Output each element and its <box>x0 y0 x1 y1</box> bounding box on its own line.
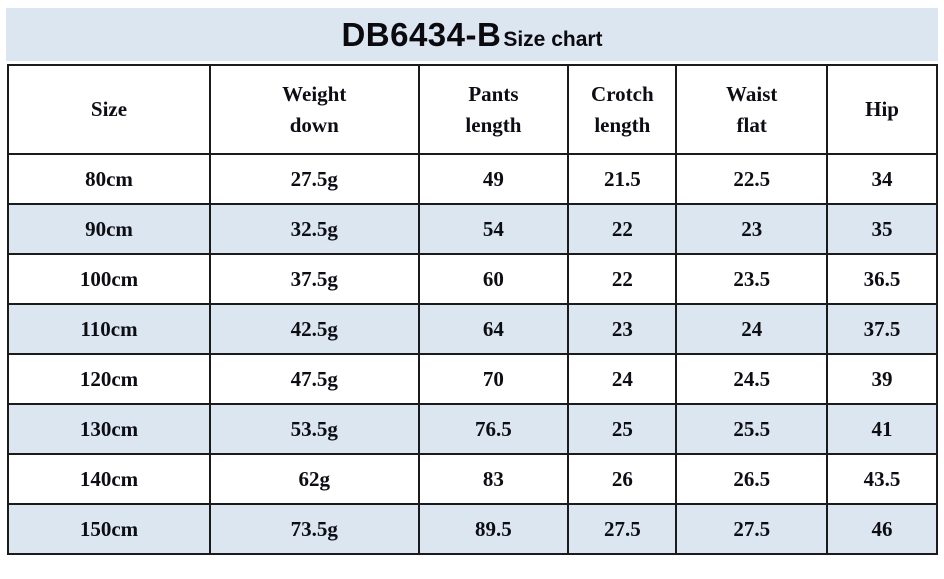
table-cell: 90cm <box>7 203 211 255</box>
table-row-100cm: 100cm 37.5g 60 22 23.5 36.5 <box>7 253 938 305</box>
table-cell: 41 <box>826 403 938 455</box>
table-cell: 46 <box>826 503 938 555</box>
size-table: Size Weight down Pants length Crotch length Wai… <box>7 64 938 555</box>
table-row-110cm: 110cm 42.5g 64 23 24 37.5 <box>7 303 938 355</box>
product-model: DB6434-B <box>341 16 502 53</box>
table-cell: 140cm <box>7 453 211 505</box>
table-cell: 23 <box>567 303 678 355</box>
table-cell: 36.5 <box>826 253 938 305</box>
table-cell: 64 <box>417 303 570 355</box>
table-row-130cm: 130cm 53.5g 76.5 25 25.5 41 <box>7 403 938 455</box>
table-cell: 26 <box>567 453 678 505</box>
table-cell: 24 <box>567 353 678 405</box>
chart-subtitle: Size chart <box>503 28 603 51</box>
table-row-120cm: 120cm 47.5g 70 24 24.5 39 <box>7 353 938 405</box>
table-cell: 47.5g <box>208 353 420 405</box>
table-cell: 110cm <box>7 303 211 355</box>
table-cell: 89.5 <box>417 503 570 555</box>
table-cell: 34 <box>826 153 938 205</box>
column-header-size: Size <box>7 64 211 155</box>
table-cell: 130cm <box>7 403 211 455</box>
table-cell: 27.5g <box>208 153 420 205</box>
table-cell: 39 <box>826 353 938 405</box>
column-header-pants-length: Pants length <box>417 64 570 155</box>
column-header-weight-down: Weight down <box>208 64 420 155</box>
table-row-90cm: 90cm 32.5g 54 22 23 35 <box>7 203 938 255</box>
table-cell: 27.5 <box>675 503 829 555</box>
table-cell: 120cm <box>7 353 211 405</box>
table-cell: 23 <box>675 203 829 255</box>
table-cell: 76.5 <box>417 403 570 455</box>
table-cell: 150cm <box>7 503 211 555</box>
column-header-waist-flat: Waist flat <box>675 64 829 155</box>
table-cell: 83 <box>417 453 570 505</box>
table-row-80cm: 80cm 27.5g 49 21.5 22.5 34 <box>7 153 938 205</box>
table-row-150cm: 150cm 73.5g 89.5 27.5 27.5 46 <box>7 503 938 555</box>
table-cell: 100cm <box>7 253 211 305</box>
table-cell: 42.5g <box>208 303 420 355</box>
table-cell: 37.5g <box>208 253 420 305</box>
column-header-hip: Hip <box>826 64 938 155</box>
table-cell: 70 <box>417 353 570 405</box>
column-header-crotch-length: Crotch length <box>567 64 678 155</box>
table-cell: 22 <box>567 203 678 255</box>
table-cell: 60 <box>417 253 570 305</box>
table-cell: 35 <box>826 203 938 255</box>
table-cell: 80cm <box>7 153 211 205</box>
table-row-140cm: 140cm 62g 83 26 26.5 43.5 <box>7 453 938 505</box>
table-cell: 22 <box>567 253 678 305</box>
table-cell: 24.5 <box>675 353 829 405</box>
table-cell: 21.5 <box>567 153 678 205</box>
table-cell: 49 <box>417 153 570 205</box>
table-cell: 32.5g <box>208 203 420 255</box>
table-cell: 43.5 <box>826 453 938 505</box>
table-cell: 25 <box>567 403 678 455</box>
table-cell: 27.5 <box>567 503 678 555</box>
table-cell: 22.5 <box>675 153 829 205</box>
title-banner: DB6434-B Size chart <box>6 8 938 61</box>
table-cell: 24 <box>675 303 829 355</box>
table-cell: 25.5 <box>675 403 829 455</box>
table-cell: 37.5 <box>826 303 938 355</box>
table-cell: 23.5 <box>675 253 829 305</box>
header-row: Size Weight down Pants length Crotch length Wai… <box>7 64 938 155</box>
table-cell: 26.5 <box>675 453 829 505</box>
table-cell: 62g <box>208 453 420 505</box>
table-cell: 54 <box>417 203 570 255</box>
table-cell: 53.5g <box>208 403 420 455</box>
table-cell: 73.5g <box>208 503 420 555</box>
